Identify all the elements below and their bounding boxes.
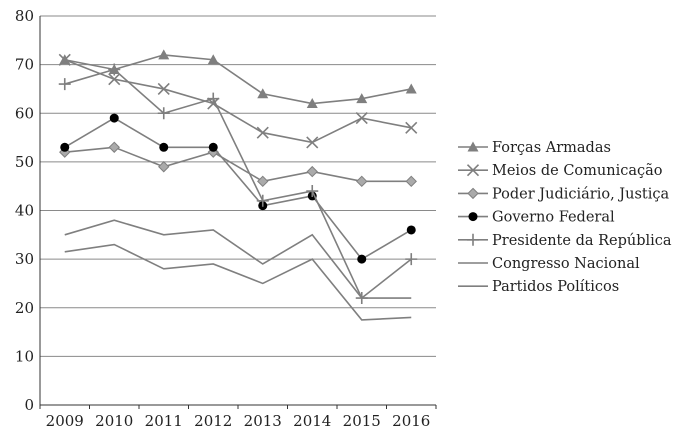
gridlines <box>40 15 436 357</box>
data-point <box>158 49 170 60</box>
data-point <box>406 225 416 235</box>
data-point <box>60 142 70 152</box>
legend: Forças Armadas Meios de Comunicação Poder … <box>458 140 672 295</box>
series-line <box>64 146 412 183</box>
axes: 0 10 20 30 40 50 60 70 80 2009 2010 2011 2012 2013 201… <box>15 7 437 428</box>
series <box>58 49 418 321</box>
x-tick-label: 2014 <box>293 412 331 428</box>
legend-label: Poder Judiciário, Justiça <box>492 186 669 202</box>
x-tick-label: 2010 <box>95 412 133 428</box>
data-point <box>306 165 318 178</box>
data-point <box>207 54 219 65</box>
legend-marker <box>467 187 479 200</box>
data-point <box>159 142 169 152</box>
y-tick-label: 30 <box>15 250 34 268</box>
data-point <box>157 107 170 120</box>
legend-marker <box>466 164 480 177</box>
series-line <box>64 219 412 299</box>
x-tick-label: 2015 <box>343 412 381 428</box>
y-tick-label: 10 <box>15 347 34 365</box>
data-point <box>108 141 120 153</box>
series-line <box>64 117 412 261</box>
data-point <box>356 175 368 188</box>
data-point <box>405 175 417 188</box>
y-tick-label: 70 <box>15 56 34 74</box>
data-point <box>405 121 418 134</box>
data-point <box>157 82 170 96</box>
data-point <box>257 88 269 99</box>
x-tick-label: 2012 <box>194 412 232 428</box>
data-point <box>306 98 318 109</box>
data-point <box>355 112 368 125</box>
x-tick-label: 2011 <box>145 412 183 428</box>
y-tick-label: 60 <box>15 104 34 122</box>
legend-item: Presidente da República <box>458 233 672 249</box>
data-point <box>158 161 170 173</box>
legend-marker <box>468 212 478 222</box>
legend-item: Congresso Nacional <box>458 256 640 272</box>
y-tick-label: 20 <box>15 299 34 317</box>
data-point <box>256 194 269 207</box>
y-tick-label: 40 <box>15 202 34 220</box>
legend-item: Meios de Comunicação <box>458 163 662 179</box>
series-6 <box>64 243 412 321</box>
data-point <box>306 136 319 149</box>
data-point <box>405 83 417 94</box>
data-point <box>108 73 121 86</box>
legend-label: Governo Federal <box>492 210 615 226</box>
legend-marker <box>467 233 479 246</box>
data-point <box>207 92 220 105</box>
series-line <box>64 54 412 105</box>
legend-label: Congresso Nacional <box>492 256 640 272</box>
data-point <box>357 254 367 264</box>
x-tick-label: 2009 <box>46 412 84 428</box>
legend-label: Presidente da República <box>492 233 672 249</box>
x-tick-label: 2016 <box>392 412 430 428</box>
legend-marker <box>467 141 479 152</box>
legend-label: Partidos Políticos <box>492 279 619 295</box>
legend-item: Partidos Políticos <box>458 279 619 295</box>
series-line <box>64 68 412 300</box>
series-line <box>64 243 412 321</box>
data-point <box>405 253 418 266</box>
series-1 <box>58 53 418 149</box>
y-tick-label: 0 <box>24 396 34 414</box>
data-point <box>109 113 119 123</box>
data-point <box>58 53 71 66</box>
legend-item: Poder Judiciário, Justiça <box>458 186 669 202</box>
legend-item: Forças Armadas <box>458 140 611 156</box>
data-point <box>58 78 71 91</box>
series-3 <box>60 113 416 264</box>
data-point <box>257 175 269 188</box>
data-point <box>256 126 269 139</box>
series-line <box>64 59 412 144</box>
y-tick-label: 50 <box>15 153 34 171</box>
legend-label: Meios de Comunicação <box>492 163 662 179</box>
data-point <box>356 93 368 104</box>
legend-label: Forças Armadas <box>492 140 611 156</box>
data-point <box>108 63 121 76</box>
x-tick-label: 2013 <box>244 412 282 428</box>
data-point <box>208 142 218 152</box>
series-5 <box>64 219 412 299</box>
y-tick-label: 80 <box>15 7 34 25</box>
legend-item: Governo Federal <box>458 210 615 226</box>
data-point <box>306 185 319 198</box>
